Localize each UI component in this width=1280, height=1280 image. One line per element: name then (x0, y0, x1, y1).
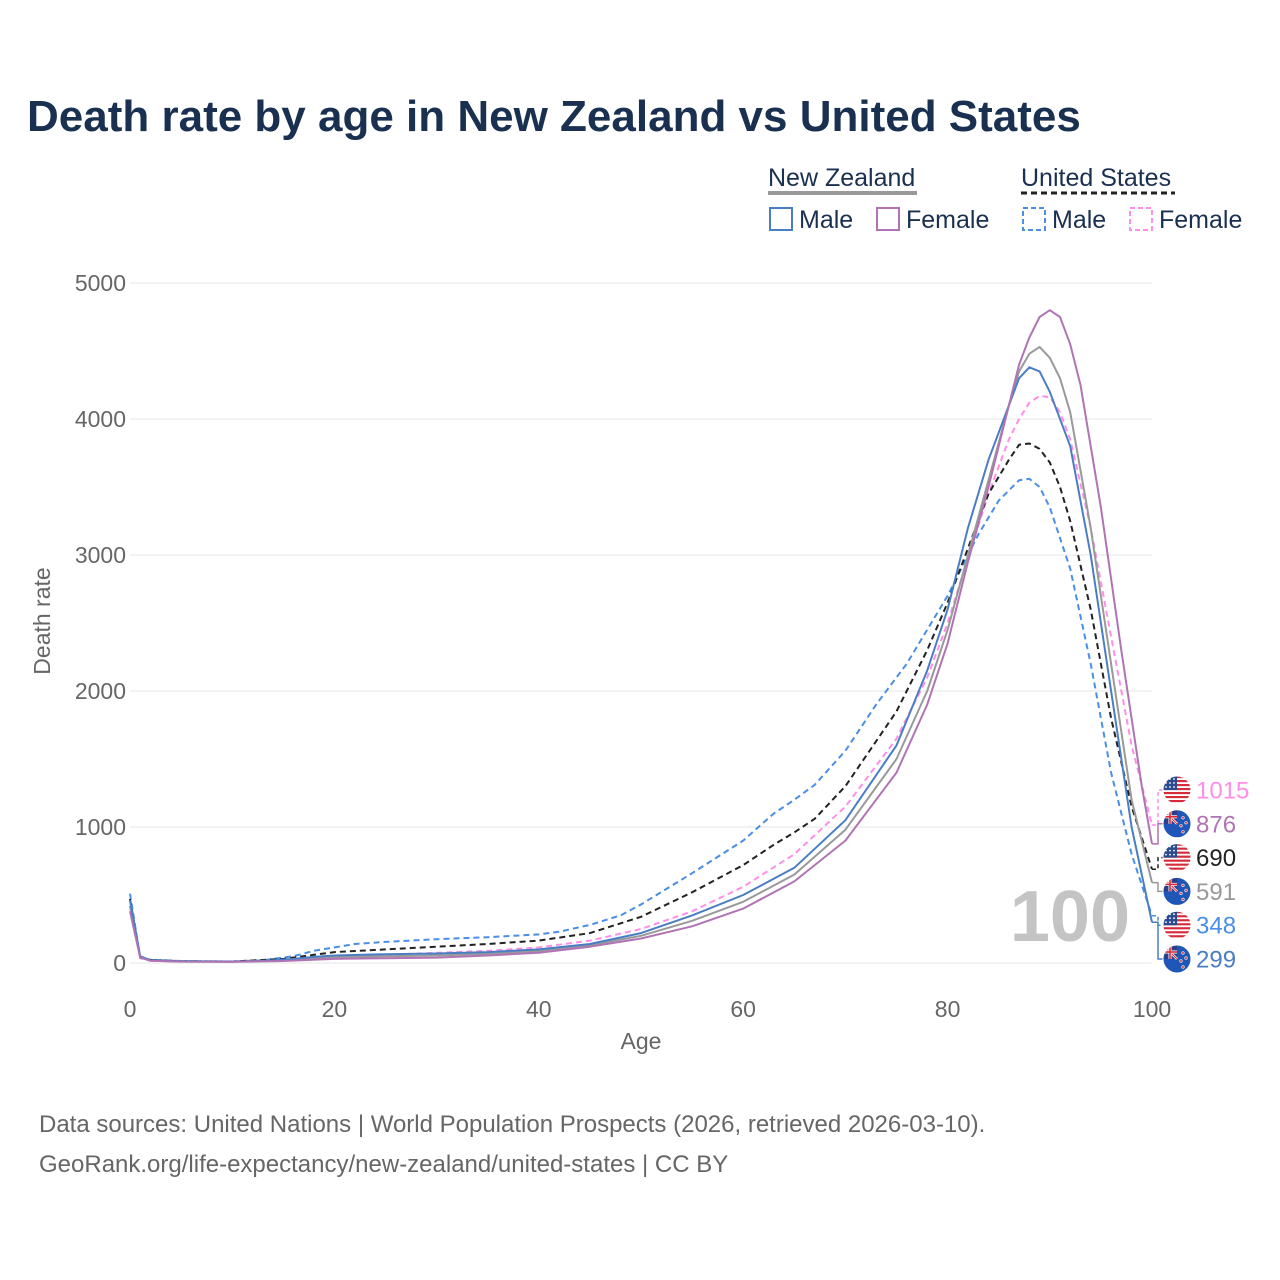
legend-nz-male-label: Male (799, 206, 853, 234)
end-label-connector (1152, 823, 1163, 845)
x-tick-label: 60 (730, 996, 756, 1022)
end-label-connectors (1152, 789, 1163, 960)
grid (130, 282, 1152, 964)
end-label-connector (1152, 881, 1163, 893)
end-label-connector (1152, 789, 1163, 826)
end-value-label: 1015 (1196, 778, 1249, 805)
legend-us-male-swatch (1022, 207, 1046, 231)
nz-flag-icon (1162, 809, 1192, 839)
end-labels: 1015 876 690 591 348 299 (1162, 775, 1249, 974)
end-label-connector (1152, 921, 1163, 960)
end-value-label: 348 (1196, 913, 1236, 940)
chart-title: Death rate by age in New Zealand vs Unit… (27, 92, 1081, 141)
end-label-connector (1152, 856, 1163, 870)
series-lines (129, 309, 1153, 963)
legend-nz-male-swatch (769, 207, 793, 231)
legend-nz-title: New Zealand (768, 164, 915, 192)
us-flag-icon (1162, 775, 1192, 805)
end-value-label: 299 (1196, 947, 1236, 974)
legend-us-female-swatch (1129, 207, 1153, 231)
x-tick-label: 100 (1133, 996, 1171, 1022)
end-value-label: 690 (1196, 845, 1236, 872)
legend-nz-female-label: Female (906, 206, 989, 234)
nz-flag-icon (1162, 876, 1192, 906)
us-flag-icon (1162, 843, 1192, 873)
x-axis-ticks: 0 20 40 60 80 100 (124, 996, 1172, 1022)
x-tick-label: 40 (526, 996, 552, 1022)
source-line-2: GeoRank.org/life-expectancy/new-zealand/… (39, 1151, 728, 1178)
y-axis-ticks: 0 1000 2000 3000 4000 5000 (75, 270, 126, 976)
y-tick-label: 5000 (75, 270, 126, 296)
x-tick-label: 20 (322, 996, 348, 1022)
end-value-label: 876 (1196, 811, 1236, 838)
y-tick-label: 4000 (75, 406, 126, 432)
legend-us-female-label: Female (1159, 206, 1242, 234)
x-axis-title: Age (621, 1028, 662, 1054)
nz-flag-icon (1162, 944, 1192, 974)
y-tick-label: 1000 (75, 814, 126, 840)
series-line-united-states-total (129, 442, 1153, 963)
legend-nz-female-swatch (876, 207, 900, 231)
series-line-new-zealand-female (129, 309, 1153, 963)
legend: New Zealand Male Female United States Ma… (768, 164, 1242, 234)
legend-us-title: United States (1021, 164, 1171, 192)
x-tick-label: 80 (935, 996, 961, 1022)
current-age-label: 100 (1010, 877, 1130, 957)
series-line-united-states-male (129, 477, 1153, 963)
y-axis-title: Death rate (29, 567, 55, 674)
y-tick-label: 3000 (75, 542, 126, 568)
series-line-new-zealand-total (129, 345, 1153, 963)
y-tick-label: 2000 (75, 678, 126, 704)
y-tick-label: 0 (113, 950, 126, 976)
end-value-label: 591 (1196, 879, 1236, 906)
x-tick-label: 0 (124, 996, 137, 1022)
us-flag-icon (1162, 910, 1192, 940)
series-line-united-states-female (129, 394, 1153, 963)
source-line-1: Data sources: United Nations | World Pop… (39, 1111, 985, 1138)
end-label-connector (1152, 914, 1163, 926)
series-line-new-zealand-male (129, 366, 1153, 963)
legend-us-male-label: Male (1052, 206, 1106, 234)
